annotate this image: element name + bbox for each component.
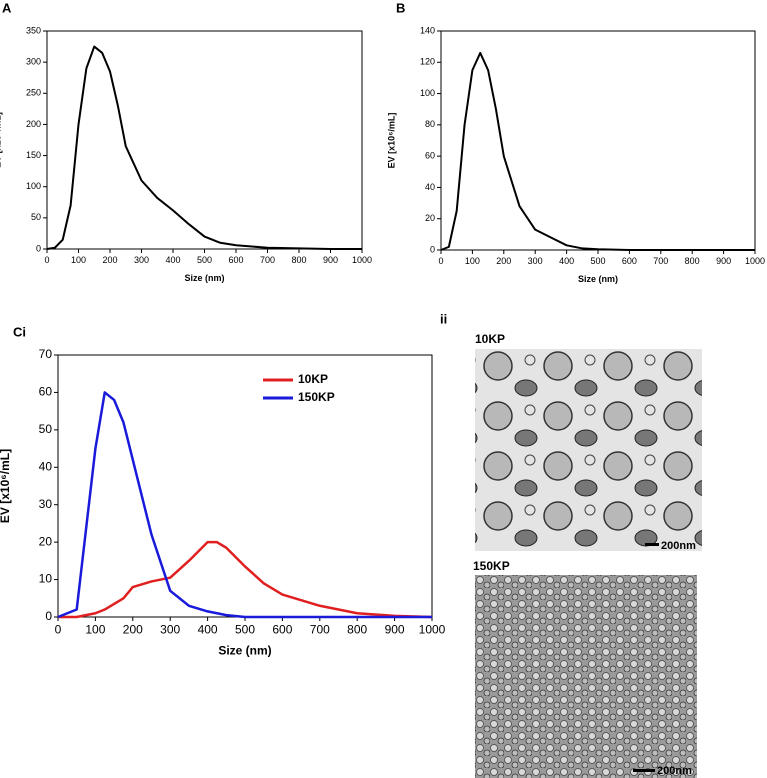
y-tick-label: 250 xyxy=(26,88,41,98)
scale-bar xyxy=(645,543,659,546)
x-axis-label: Size (nm) xyxy=(184,273,224,283)
x-tick-label: 100 xyxy=(465,256,480,266)
data-line xyxy=(440,51,755,251)
y-tick-label: 20 xyxy=(425,213,435,223)
x-tick-label: 900 xyxy=(385,622,405,636)
x-tick-label: 800 xyxy=(685,256,700,266)
x-tick-label: 0 xyxy=(44,255,49,265)
x-tick-label: 0 xyxy=(55,622,62,636)
y-tick-label: 50 xyxy=(31,212,41,222)
y-axis-label: EV [x10⁶/mL] xyxy=(0,112,2,168)
x-tick-label: 100 xyxy=(85,622,105,636)
plot-frame xyxy=(46,30,363,250)
scale-label: 200nm xyxy=(657,765,692,777)
y-tick-label: 150 xyxy=(26,150,41,160)
y-tick-label: 70 xyxy=(39,347,53,361)
x-tick-label: 600 xyxy=(622,256,637,266)
y-tick-label: 0 xyxy=(45,609,52,623)
x-tick-label: 500 xyxy=(235,622,255,636)
x-tick-label: 700 xyxy=(653,256,668,266)
y-tick-label: 60 xyxy=(39,385,53,399)
x-tick-label: 100 xyxy=(71,255,86,265)
y-tick-label: 350 xyxy=(26,25,41,35)
x-tick-label: 300 xyxy=(134,255,149,265)
x-tick-label: 700 xyxy=(260,255,275,265)
y-tick-label: 120 xyxy=(420,57,435,67)
data-line xyxy=(58,540,433,619)
legend-label: 10KP xyxy=(298,372,328,386)
x-tick-label: 900 xyxy=(716,256,731,266)
x-tick-label: 200 xyxy=(123,622,143,636)
plot-frame xyxy=(440,30,756,251)
x-tick-label: 600 xyxy=(228,255,243,265)
y-tick-label: 100 xyxy=(26,181,41,191)
y-tick-label: 50 xyxy=(39,422,53,436)
y-tick-label: 200 xyxy=(26,119,41,129)
y-tick-label: 300 xyxy=(26,57,41,67)
x-tick-label: 700 xyxy=(310,622,330,636)
y-tick-label: 40 xyxy=(39,459,53,473)
y-tick-label: 100 xyxy=(420,88,435,98)
x-tick-label: 600 xyxy=(272,622,292,636)
x-axis-label: Size (nm) xyxy=(578,274,618,284)
data-line xyxy=(57,391,432,619)
micrograph xyxy=(475,575,697,778)
x-axis-label: Size (nm) xyxy=(218,643,271,657)
image-label: 150KP xyxy=(473,559,510,573)
y-axis-label: EV [x10⁶/mL] xyxy=(0,449,12,523)
x-tick-label: 900 xyxy=(323,255,338,265)
x-tick-label: 500 xyxy=(197,255,212,265)
panel-label: B xyxy=(396,0,405,15)
micrograph xyxy=(475,349,702,551)
y-axis-label: EV [x10⁶/mL] xyxy=(386,113,396,169)
y-tick-label: 140 xyxy=(420,25,435,35)
y-tick-label: 20 xyxy=(39,534,53,548)
x-tick-label: 200 xyxy=(102,255,117,265)
x-tick-label: 400 xyxy=(165,255,180,265)
y-tick-label: 0 xyxy=(36,243,41,253)
y-tick-label: 40 xyxy=(425,182,435,192)
image-label: 10KP xyxy=(475,332,505,346)
x-tick-label: 300 xyxy=(160,622,180,636)
x-tick-label: 800 xyxy=(291,255,306,265)
panel-label: A xyxy=(2,0,12,15)
scale-bar xyxy=(633,769,655,772)
y-tick-label: 10 xyxy=(39,572,53,586)
panel-label: ii xyxy=(440,311,447,326)
panel-label: Ci xyxy=(13,324,26,339)
plot-frame xyxy=(57,354,433,618)
x-tick-label: 400 xyxy=(198,622,218,636)
scale-label: 200nm xyxy=(661,540,696,552)
y-tick-label: 0 xyxy=(430,244,435,254)
y-tick-label: 30 xyxy=(39,497,53,511)
x-tick-label: 200 xyxy=(496,256,511,266)
x-tick-label: 1000 xyxy=(419,622,446,636)
x-tick-label: 1000 xyxy=(352,255,372,265)
x-tick-label: 1000 xyxy=(745,256,765,266)
y-tick-label: 60 xyxy=(425,151,435,161)
y-tick-label: 80 xyxy=(425,119,435,129)
legend-label: 150KP xyxy=(298,390,335,404)
x-tick-label: 300 xyxy=(528,256,543,266)
x-tick-label: 500 xyxy=(590,256,605,266)
x-tick-label: 0 xyxy=(438,256,443,266)
x-tick-label: 800 xyxy=(347,622,367,636)
x-tick-label: 400 xyxy=(559,256,574,266)
data-line xyxy=(46,45,362,250)
